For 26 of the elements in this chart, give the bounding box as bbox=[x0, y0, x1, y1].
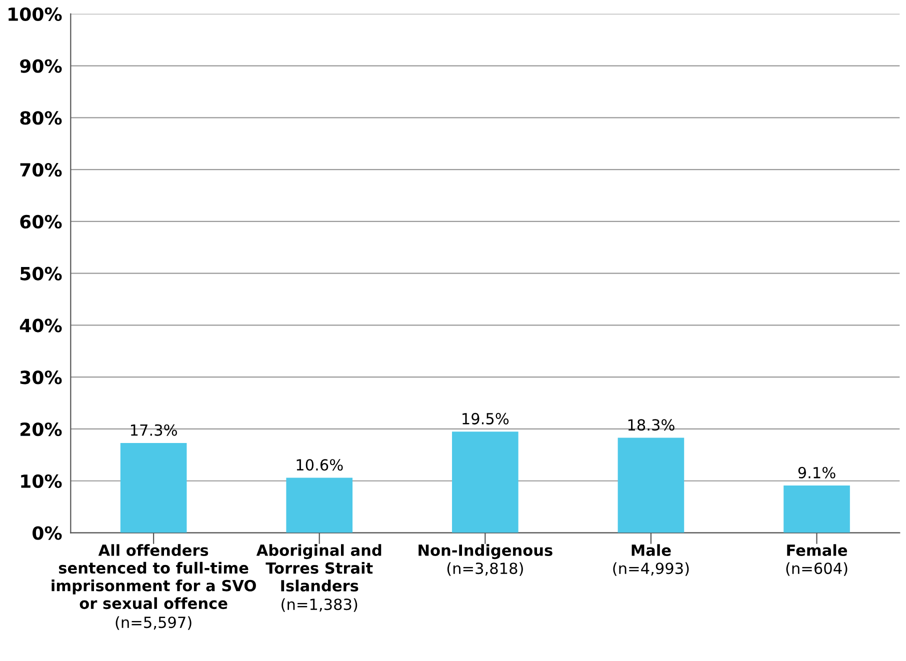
data-label: 19.5% bbox=[462, 412, 509, 424]
x-tick-label: Male (n=4,993) bbox=[613, 544, 689, 576]
y-tick-label: 30% bbox=[20, 370, 62, 384]
y-tick-label: 50% bbox=[20, 266, 62, 280]
bar bbox=[618, 438, 684, 533]
y-tick-label: 70% bbox=[20, 163, 62, 177]
bar bbox=[120, 443, 187, 533]
x-tick-label: All offenders sentenced to full-time imprisonment for a SVO or sexual offence (n=5,597) bbox=[52, 544, 256, 630]
bar bbox=[286, 478, 353, 533]
y-tick-label: 20% bbox=[20, 422, 62, 436]
data-label: 9.1% bbox=[798, 466, 836, 478]
data-label: 18.3% bbox=[628, 419, 674, 431]
x-tick-label: Non-Indigenous (n=3,818) bbox=[418, 544, 552, 576]
bar bbox=[452, 432, 518, 533]
y-tick-label: 100% bbox=[8, 7, 62, 21]
y-tick-label: 60% bbox=[20, 214, 62, 229]
bar bbox=[784, 486, 850, 533]
y-tick-label: 0% bbox=[32, 526, 62, 540]
x-tick-label: Aboriginal and Torres Strait Islanders (n=1,383) bbox=[256, 544, 382, 612]
y-tick-label: 10% bbox=[21, 474, 62, 488]
y-tick-label: 40% bbox=[20, 318, 62, 332]
data-label: 17.3% bbox=[130, 424, 177, 436]
data-label: 10.6% bbox=[296, 459, 343, 471]
x-tick-label: Female (n=604) bbox=[786, 544, 848, 576]
y-tick-label: 90% bbox=[20, 59, 62, 73]
y-tick-label: 80% bbox=[20, 111, 62, 125]
